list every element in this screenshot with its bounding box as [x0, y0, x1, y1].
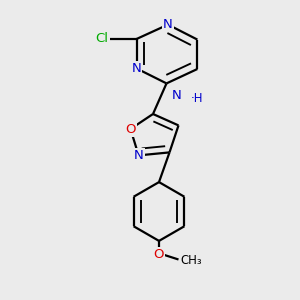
Text: O: O — [125, 122, 136, 136]
Text: Cl: Cl — [95, 32, 109, 46]
Text: N: N — [171, 89, 181, 102]
Text: O: O — [154, 248, 164, 261]
Text: N: N — [163, 18, 173, 31]
Text: CH₃: CH₃ — [180, 254, 202, 268]
Text: N: N — [132, 62, 141, 75]
Text: ·H: ·H — [191, 92, 203, 105]
Text: N: N — [134, 149, 143, 162]
